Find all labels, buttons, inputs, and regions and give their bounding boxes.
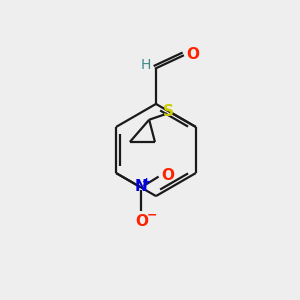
Text: O: O: [162, 168, 175, 183]
Text: O: O: [135, 214, 148, 229]
Text: O: O: [186, 47, 199, 62]
Text: H: H: [141, 58, 152, 72]
Text: −: −: [147, 209, 158, 222]
Text: +: +: [142, 177, 151, 187]
Text: N: N: [135, 179, 148, 194]
Text: S: S: [163, 104, 174, 119]
